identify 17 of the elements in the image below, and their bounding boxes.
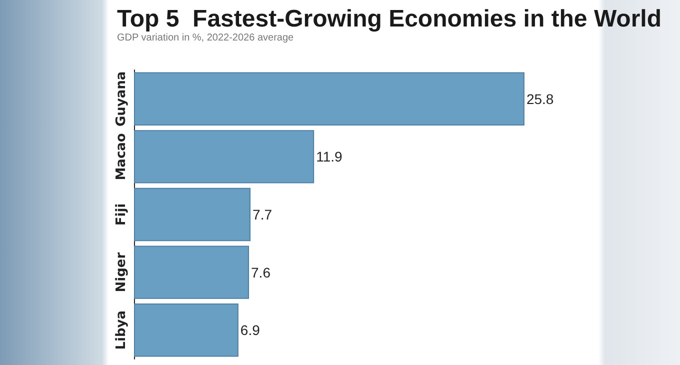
bar: [134, 188, 251, 242]
data-label: 6.9: [240, 322, 260, 338]
bar: [134, 130, 314, 184]
y-tick-label: Macao: [114, 133, 129, 180]
y-tick-label: Libya: [114, 310, 129, 350]
y-tick-label: Niger: [114, 252, 129, 292]
bar: [134, 72, 524, 126]
bar: [134, 304, 238, 357]
y-tick-label: Fiji: [114, 203, 129, 226]
data-label: 7.6: [251, 264, 271, 280]
y-tick-label: Guyana: [114, 71, 129, 126]
chart-title: Top 5 Fastest-Growing Economies in the World: [117, 6, 662, 32]
data-label: 7.7: [252, 206, 272, 222]
data-label: 25.8: [526, 90, 554, 107]
bar: [134, 246, 250, 299]
chart-subtitle: GDP variation in %, 2022-2026 average: [117, 32, 294, 44]
data-label: 11.9: [316, 148, 343, 165]
